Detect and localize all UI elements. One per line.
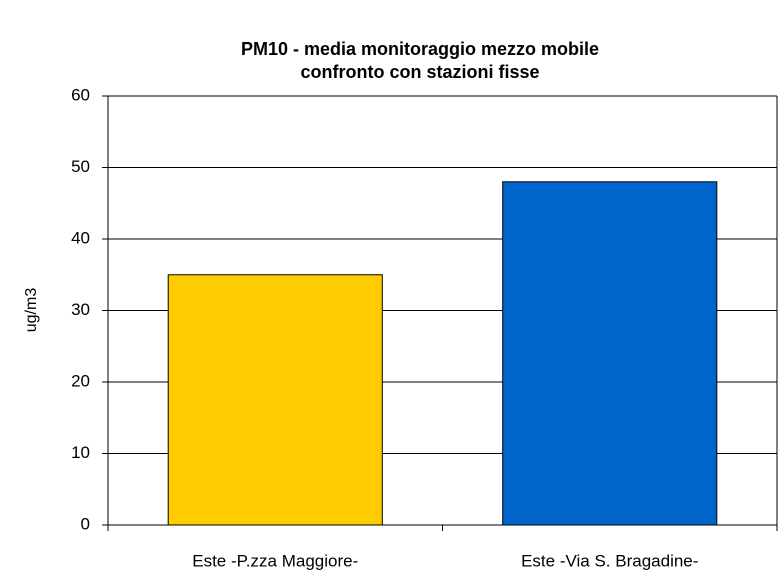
y-tick-label: 10 <box>71 443 90 462</box>
y-tick-label: 20 <box>71 371 90 390</box>
y-tick-label: 0 <box>81 514 90 533</box>
y-tick-label: 50 <box>71 157 90 176</box>
chart-title: PM10 - media monitoraggio mezzo mobile <box>241 39 599 59</box>
y-tick-label: 40 <box>71 228 90 247</box>
x-tick-label: Este -P.zza Maggiore- <box>192 551 358 570</box>
y-axis-label: ug/m3 <box>23 288 40 333</box>
bar <box>502 181 718 526</box>
y-tick-label: 60 <box>71 85 90 104</box>
x-tick-label: Este -Via S. Bragadine- <box>521 551 698 570</box>
chart-subtitle: confronto con stazioni fisse <box>300 62 539 82</box>
bar <box>167 274 383 526</box>
y-tick-label: 30 <box>71 300 90 319</box>
